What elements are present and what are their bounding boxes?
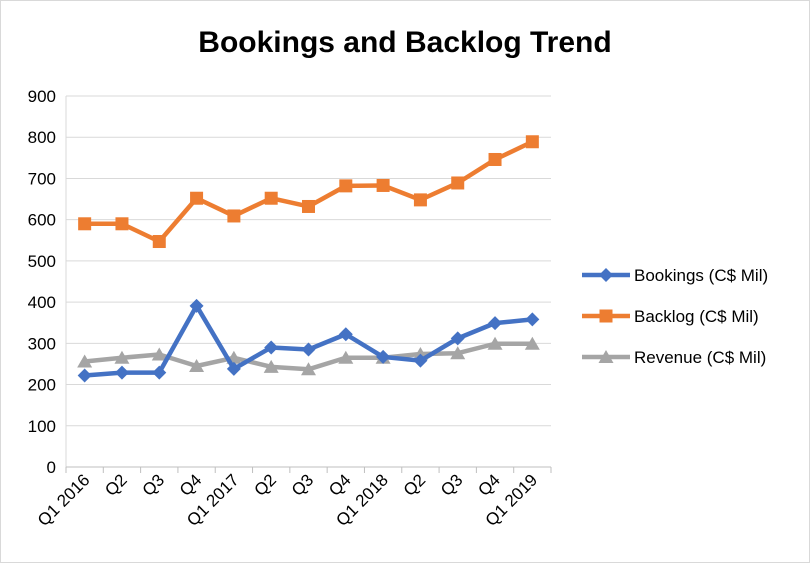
data-point [302,199,315,213]
data-point [152,235,166,249]
axes [65,96,552,473]
x-tick-label: Q4 [474,470,503,499]
data-point [226,361,241,376]
data-point [227,209,241,223]
y-tick-label: 900 [28,87,56,106]
data-point [525,135,539,149]
x-tick-label: Q3 [288,470,317,499]
data-point [152,365,167,380]
gridlines [66,95,551,427]
y-tick-label: 500 [28,252,56,271]
y-tick-label: 400 [28,293,56,312]
data-point [376,349,391,364]
x-tick-label: Q3 [139,470,168,499]
legend-entry: Backlog (C$ Mil) [582,307,759,326]
x-tick-label: Q2 [101,470,130,499]
data-point [264,340,279,355]
data-point [524,336,540,350]
data-point [77,368,92,383]
legend-label: Backlog (C$ Mil) [634,307,759,326]
legend-entry: Revenue (C$ Mil) [582,348,766,367]
y-tick-label: 600 [28,211,56,230]
x-tick-label: Q2 [251,470,280,499]
x-tick-label: Q4 [176,470,205,499]
data-point [190,191,204,205]
data-point [450,331,465,346]
data-point [338,327,353,342]
data-point [413,193,427,207]
data-point [487,336,503,350]
data-point [114,350,130,364]
data-point [376,178,390,192]
y-tick-label: 700 [28,169,56,188]
data-point [189,298,204,313]
data-point [450,346,466,360]
legend-label: Bookings (C$ Mil) [634,266,768,285]
series-1 [78,135,539,249]
data-point [413,353,428,368]
data-point [488,316,503,331]
data-point [451,176,465,190]
data-point [114,365,129,380]
series-0 [77,298,540,383]
data-point [115,217,129,231]
legend-entry: Bookings (C$ Mil) [582,266,768,285]
chart-title: Bookings and Backlog Trend [198,26,612,59]
legend-marker [599,268,613,282]
y-tick-label: 300 [28,334,56,353]
data-point [77,354,93,368]
y-tick-label: 0 [47,458,56,477]
series-lines [77,135,540,383]
data-point [264,191,278,205]
data-point [488,152,502,166]
data-point [263,359,279,373]
data-point [301,342,316,357]
data-point [525,312,540,327]
series-line [84,139,534,244]
x-tick-label: Q4 [325,470,354,499]
data-point [78,217,92,231]
data-point [339,179,353,193]
legend-label: Revenue (C$ Mil) [634,348,766,367]
data-point [301,362,316,376]
legend-marker [598,350,614,363]
y-tick-label: 800 [28,128,56,147]
y-tick-labels: 0 100 200 300 400 500 600 700 800 900 [28,87,56,477]
data-point [338,350,354,364]
x-tick-label: Q2 [400,470,429,499]
data-point [189,359,205,373]
legend: Bookings (C$ Mil) Backlog (C$ Mil) Revenue… [582,266,768,367]
x-tick-label: Q3 [437,470,466,499]
x-tick-label: Q1 2016 [34,470,94,530]
y-tick-label: 200 [28,376,56,395]
legend-marker [599,309,613,323]
data-point [151,347,167,361]
y-tick-label: 100 [28,417,56,436]
